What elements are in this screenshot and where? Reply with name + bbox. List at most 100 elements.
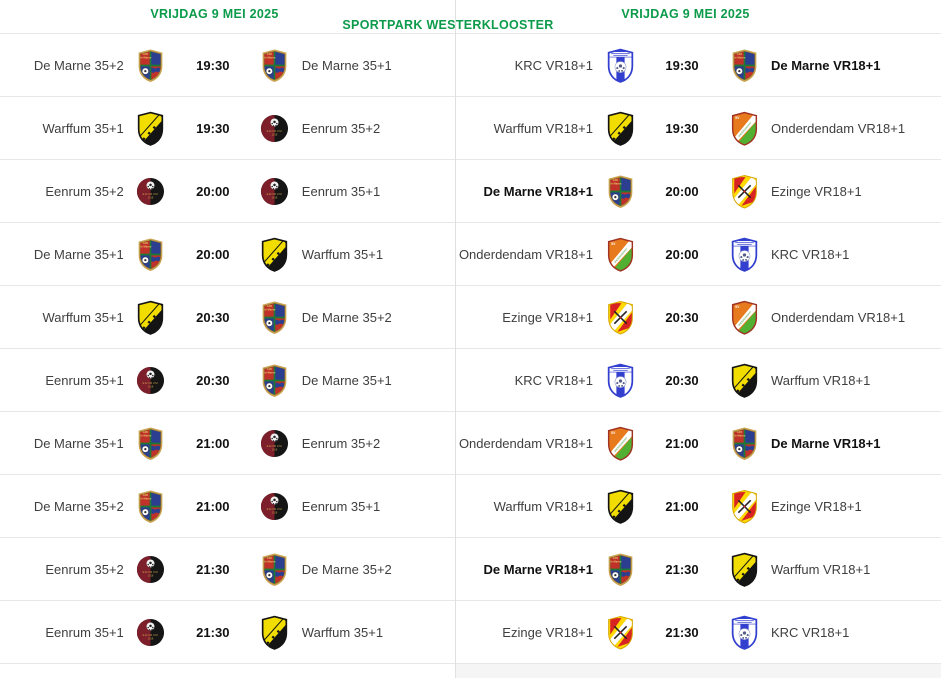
match-row[interactable]: Warffum VR18+1 21:00 Ezinge VR18+1 bbox=[456, 475, 941, 538]
partial-row bbox=[456, 664, 941, 678]
svg-text:SIO: SIO bbox=[143, 493, 149, 497]
away-team-name: Onderdendam VR18+1 bbox=[771, 120, 906, 136]
away-team-name: Warffum VR18+1 bbox=[771, 372, 871, 388]
away-team-name: Eenrum 35+2 bbox=[301, 120, 381, 136]
fixture-list: De Marne 35+2 SIO De Marne 19:30 SIO De Ma… bbox=[0, 34, 455, 664]
match-row[interactable]: Warffum VR18+1 19:30 ONDERDENDAM SV Onder… bbox=[456, 97, 941, 160]
away-team-name: KRC VR18+1 bbox=[771, 246, 850, 262]
kickoff-time: 19:30 bbox=[196, 57, 230, 73]
svg-text:De Marne: De Marne bbox=[264, 307, 276, 311]
away-team-name: De Marne 35+1 bbox=[301, 372, 392, 388]
home-team-name: Ezinge VR18+1 bbox=[502, 624, 593, 640]
home-team-name: Onderdendam VR18+1 bbox=[458, 435, 593, 451]
eenrum-circle-logo: EENRUM 1918 bbox=[258, 492, 292, 521]
svg-text:1918: 1918 bbox=[272, 448, 278, 451]
demarne-shield-logo: SIO De Marne bbox=[258, 300, 292, 335]
kickoff-time: 20:30 bbox=[196, 309, 230, 325]
svg-text:SIO: SIO bbox=[736, 52, 742, 56]
date-header-label: VRIJDAG 9 MEI 2025 bbox=[150, 7, 279, 21]
kickoff-time: 19:30 bbox=[196, 120, 230, 136]
kickoff-time: 20:30 bbox=[196, 372, 230, 388]
match-row[interactable]: KRC VR18+1 20:30 Warffum VR18+1 bbox=[456, 349, 941, 412]
svg-text:1918: 1918 bbox=[272, 196, 278, 199]
match-row[interactable]: Eenrum 35+1 EENRUM 1918 20:30 SIO De Marne… bbox=[0, 349, 455, 412]
demarne-shield-logo: SIO De Marne bbox=[134, 237, 168, 272]
warffum-shield-logo bbox=[134, 300, 168, 335]
home-team-name: Eenrum 35+1 bbox=[45, 624, 124, 640]
svg-text:SIO: SIO bbox=[267, 304, 273, 308]
eenrum-circle-logo: EENRUM 1918 bbox=[258, 177, 292, 206]
match-row[interactable]: Warffum 35+1 19:30 EENRUM 1918 Eenrum 35+… bbox=[0, 97, 455, 160]
home-team-name: De Marne 35+1 bbox=[33, 435, 124, 451]
svg-text:SIO: SIO bbox=[143, 52, 149, 56]
match-row[interactable]: De Marne 35+2 SIO De Marne 21:00 EENRUM 19… bbox=[0, 475, 455, 538]
home-team-name: Ezinge VR18+1 bbox=[502, 309, 593, 325]
match-row[interactable]: Onderdendam VR18+1 ONDERDENDAM SV 20:00 K… bbox=[456, 223, 941, 286]
demarne-shield-logo: SIO De Marne bbox=[603, 552, 637, 587]
krc-shield-logo bbox=[727, 615, 761, 650]
ezinge-shield-logo bbox=[603, 615, 637, 650]
svg-text:De Marne: De Marne bbox=[140, 496, 152, 500]
svg-text:SIO: SIO bbox=[143, 241, 149, 245]
kickoff-time: 21:00 bbox=[665, 435, 699, 451]
match-row[interactable]: Eenrum 35+1 EENRUM 1918 21:30 Warffum 35+… bbox=[0, 601, 455, 664]
demarne-shield-logo: SIO De Marne bbox=[134, 489, 168, 524]
warffum-shield-logo bbox=[727, 552, 761, 587]
away-team-name: Ezinge VR18+1 bbox=[771, 183, 862, 199]
match-row[interactable]: Eenrum 35+2 EENRUM 1918 21:30 SIO De Marne… bbox=[0, 538, 455, 601]
svg-text:SIO: SIO bbox=[736, 430, 742, 434]
match-row[interactable]: Onderdendam VR18+1 ONDERDENDAM SV 21:00 S… bbox=[456, 412, 941, 475]
match-row[interactable]: KRC VR18+1 19:30 SIO De Marne De Marne VR… bbox=[456, 34, 941, 97]
svg-text:EENRUM: EENRUM bbox=[267, 443, 283, 447]
svg-text:1918: 1918 bbox=[148, 574, 154, 577]
kickoff-time: 21:00 bbox=[196, 498, 230, 514]
partial-row bbox=[0, 664, 455, 678]
svg-text:SIO: SIO bbox=[612, 556, 618, 560]
kickoff-time: 20:00 bbox=[665, 183, 699, 199]
match-row[interactable]: Ezinge VR18+1 21:30 KRC VR18+1 bbox=[456, 601, 941, 664]
home-team-name: De Marne 35+2 bbox=[33, 498, 124, 514]
away-team-name: Eenrum 35+2 bbox=[301, 435, 381, 451]
home-team-name: Warffum 35+1 bbox=[42, 309, 124, 325]
match-row[interactable]: Eenrum 35+2 EENRUM 1918 20:00 EENRUM 1918 … bbox=[0, 160, 455, 223]
svg-text:SIO: SIO bbox=[612, 178, 618, 182]
eenrum-circle-logo: EENRUM 1918 bbox=[134, 618, 168, 647]
svg-text:EENRUM: EENRUM bbox=[143, 191, 159, 195]
match-row[interactable]: De Marne 35+2 SIO De Marne 19:30 SIO De Ma… bbox=[0, 34, 455, 97]
date-header: VRIJDAG 9 MEI 2025 bbox=[0, 0, 455, 34]
column-divider bbox=[455, 0, 456, 678]
onderdendam-shield-logo: ONDERDENDAM SV bbox=[603, 426, 637, 461]
svg-text:De Marne: De Marne bbox=[733, 433, 745, 437]
svg-text:EENRUM: EENRUM bbox=[267, 506, 283, 510]
home-team-name: KRC VR18+1 bbox=[514, 372, 593, 388]
match-row[interactable]: De Marne VR18+1 SIO De Marne 20:00 Ezinge… bbox=[456, 160, 941, 223]
away-team-name: De Marne VR18+1 bbox=[771, 57, 881, 73]
ezinge-shield-logo bbox=[603, 300, 637, 335]
away-team-name: De Marne 35+1 bbox=[301, 57, 392, 73]
home-team-name: Warffum VR18+1 bbox=[493, 498, 593, 514]
onderdendam-shield-logo: ONDERDENDAM SV bbox=[603, 237, 637, 272]
home-team-name: Warffum 35+1 bbox=[42, 120, 124, 136]
onderdendam-shield-logo: ONDERDENDAM SV bbox=[727, 111, 761, 146]
home-team-name: Onderdendam VR18+1 bbox=[458, 246, 593, 262]
match-row[interactable]: De Marne 35+1 SIO De Marne 20:00 Warffum … bbox=[0, 223, 455, 286]
kickoff-time: 21:30 bbox=[196, 624, 230, 640]
warffum-shield-logo bbox=[603, 489, 637, 524]
svg-text:De Marne: De Marne bbox=[609, 559, 621, 563]
svg-text:SV: SV bbox=[735, 116, 740, 120]
eenrum-circle-logo: EENRUM 1918 bbox=[258, 114, 292, 143]
away-team-name: Warffum 35+1 bbox=[301, 246, 384, 262]
kickoff-time: 19:30 bbox=[665, 57, 699, 73]
match-row[interactable]: De Marne VR18+1 SIO De Marne 21:30 Warffu… bbox=[456, 538, 941, 601]
match-row[interactable]: Ezinge VR18+1 20:30 ONDERDENDAM SV Onderd… bbox=[456, 286, 941, 349]
away-team-name: De Marne 35+2 bbox=[301, 309, 392, 325]
svg-text:1918: 1918 bbox=[272, 133, 278, 136]
match-row[interactable]: De Marne 35+1 SIO De Marne 21:00 EENRUM 19… bbox=[0, 412, 455, 475]
svg-text:EENRUM: EENRUM bbox=[267, 128, 283, 132]
svg-text:De Marne: De Marne bbox=[140, 244, 152, 248]
match-row[interactable]: Warffum 35+1 20:30 SIO De Marne De Marne … bbox=[0, 286, 455, 349]
kickoff-time: 20:30 bbox=[665, 372, 699, 388]
away-team-name: Ezinge VR18+1 bbox=[771, 498, 862, 514]
demarne-shield-logo: SIO De Marne bbox=[603, 174, 637, 209]
kickoff-time: 20:30 bbox=[665, 309, 699, 325]
